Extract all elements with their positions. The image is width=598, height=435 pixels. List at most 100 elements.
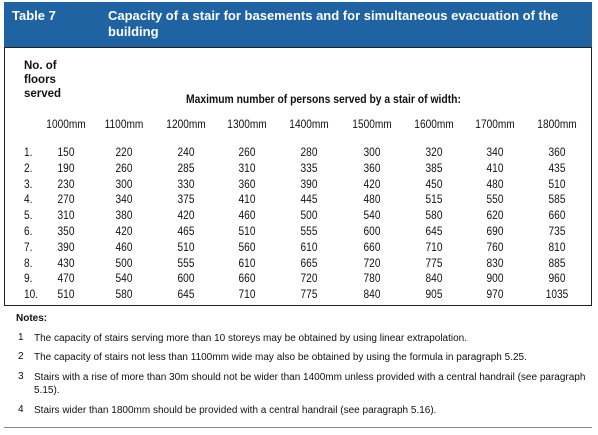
cell: 515 <box>425 194 443 207</box>
cell: 1035 <box>545 289 569 302</box>
cell: 310 <box>238 162 256 175</box>
note-number: 1 <box>18 332 24 343</box>
cell: 360 <box>363 162 381 175</box>
table-box <box>4 47 592 306</box>
cell: 775 <box>425 257 443 270</box>
column-group-header: Maximum number of persons served by a st… <box>186 94 461 106</box>
cell: 220 <box>115 147 133 159</box>
cell: 960 <box>548 273 566 286</box>
table-title: Capacity of a stair for basements and fo… <box>108 8 559 39</box>
cell: 500 <box>115 257 133 270</box>
cell: 360 <box>238 178 256 191</box>
cell: 660 <box>238 273 256 286</box>
cell: 775 <box>300 289 318 302</box>
cell: 710 <box>238 289 256 302</box>
column-header: 1000mm <box>46 119 86 131</box>
cell: 420 <box>177 210 195 223</box>
cell: 510 <box>238 226 256 238</box>
cell: 310 <box>57 210 75 223</box>
cell: 450 <box>425 178 443 191</box>
cell: 510 <box>548 178 566 191</box>
cell: 580 <box>425 210 443 223</box>
cell: 710 <box>425 241 443 254</box>
cell: 465 <box>177 226 195 238</box>
cell: 780 <box>363 273 381 286</box>
cell: 905 <box>425 289 443 302</box>
cell: 435 <box>548 162 566 175</box>
cell: 735 <box>548 226 566 238</box>
cell: 840 <box>363 289 381 302</box>
cell: 840 <box>425 273 443 286</box>
cell: 375 <box>177 194 195 207</box>
column-header: 1700mm <box>475 119 515 131</box>
cell: 335 <box>300 162 318 175</box>
column-header: 1200mm <box>166 119 206 131</box>
column-header: 1400mm <box>289 119 329 131</box>
cell: 540 <box>363 210 381 223</box>
cell: 410 <box>238 194 256 207</box>
note-text: Stairs wider than 1800mm should be provi… <box>34 405 437 416</box>
row-label: 5. <box>24 210 33 223</box>
note-text: Stairs with a rise of more than 30m shou… <box>34 372 586 396</box>
row-label: 7. <box>24 241 33 254</box>
cell: 510 <box>57 289 75 302</box>
bottom-rule <box>4 427 592 428</box>
cell: 645 <box>425 226 443 238</box>
cell: 610 <box>300 241 318 254</box>
cell: 550 <box>486 194 504 207</box>
cell: 500 <box>300 210 318 223</box>
cell: 350 <box>57 226 75 238</box>
cell: 970 <box>486 289 504 302</box>
cell: 230 <box>57 178 75 191</box>
cell: 380 <box>115 210 133 223</box>
cell: 390 <box>300 178 318 191</box>
cell: 190 <box>57 162 75 175</box>
row-label: 2. <box>24 162 33 175</box>
row-label: 10. <box>24 289 39 302</box>
cell: 460 <box>115 241 133 254</box>
note-text: The capacity of stairs not less than 110… <box>34 352 527 363</box>
column-header: 1300mm <box>227 119 267 131</box>
column-header: 1100mm <box>104 119 144 131</box>
cell: 340 <box>115 194 133 207</box>
cell: 260 <box>115 162 133 175</box>
cell: 620 <box>486 210 504 223</box>
cell: 470 <box>57 273 75 286</box>
cell: 720 <box>363 257 381 270</box>
cell: 760 <box>486 241 504 254</box>
cell: 660 <box>363 241 381 254</box>
cell: 300 <box>115 178 133 191</box>
cell: 555 <box>300 226 318 238</box>
cell: 885 <box>548 257 566 270</box>
header-bar <box>4 2 592 48</box>
cell: 585 <box>548 194 566 207</box>
note-text: The capacity of stairs serving more than… <box>34 333 468 344</box>
cell: 600 <box>177 273 195 286</box>
cell: 460 <box>238 210 256 223</box>
cell: 555 <box>177 257 195 270</box>
column-header: 1600mm <box>414 119 454 131</box>
note-number: 4 <box>18 404 24 415</box>
cell: 420 <box>363 178 381 191</box>
cell: 330 <box>177 178 195 191</box>
cell: 320 <box>425 147 443 159</box>
row-label: 4. <box>24 194 33 207</box>
row-header: No. of floors served <box>24 60 62 100</box>
cell: 480 <box>486 178 504 191</box>
row-label: 9. <box>24 273 33 286</box>
cell: 150 <box>57 147 75 159</box>
cell: 420 <box>115 226 133 238</box>
row-label: 6. <box>24 226 33 238</box>
column-header: 1800mm <box>537 119 577 131</box>
cell: 540 <box>115 273 133 286</box>
cell: 600 <box>363 226 381 238</box>
note-number: 3 <box>18 371 24 382</box>
row-label: 3. <box>24 178 33 191</box>
cell: 270 <box>57 194 75 207</box>
cell: 645 <box>177 289 195 302</box>
cell: 480 <box>363 194 381 207</box>
cell: 360 <box>548 147 566 159</box>
cell: 390 <box>57 241 75 254</box>
cell: 830 <box>486 257 504 270</box>
